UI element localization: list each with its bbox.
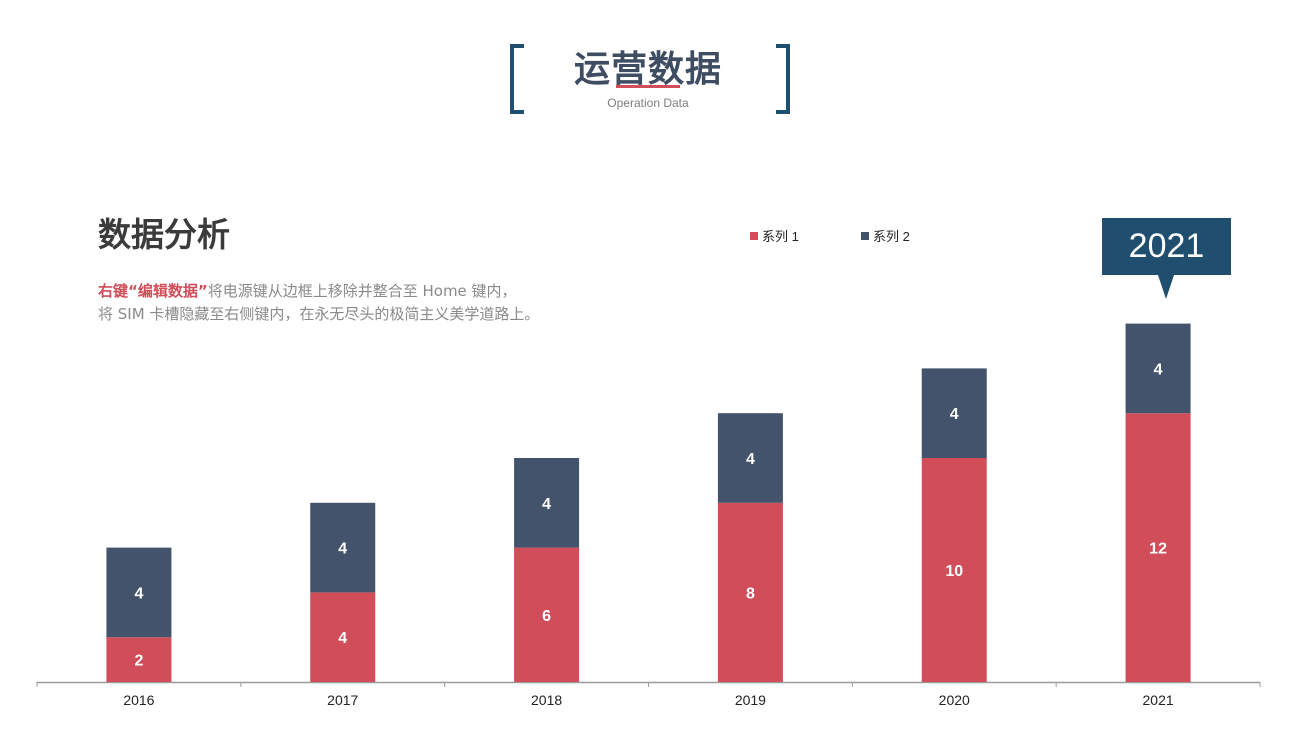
data-label-series-1-2020: 10	[945, 563, 963, 580]
x-tick-label-2018: 2018	[531, 692, 562, 708]
x-tick-label-2020: 2020	[939, 692, 970, 708]
x-tick-label-2021: 2021	[1143, 692, 1174, 708]
data-label-series-2-2020: 4	[950, 406, 959, 423]
x-tick-label-2017: 2017	[327, 692, 358, 708]
bar-series-2-2017	[310, 502, 376, 593]
callout-pointer	[1158, 275, 1174, 299]
bar-series-1-2020	[921, 458, 987, 682]
data-label-series-1-2021: 12	[1149, 541, 1167, 558]
right-bracket-decoration	[776, 44, 790, 114]
bar-series-2-2019	[717, 413, 783, 503]
section-description: 右键“编辑数据”将电源键从边框上移除并整合至 Home 键内， 将 SIM 卡槽…	[98, 280, 539, 326]
title-underline	[616, 85, 680, 88]
data-label-series-2-2017: 4	[338, 541, 347, 558]
bar-series-1-2016	[106, 637, 172, 682]
bar-series-2-2020	[921, 368, 987, 458]
legend-label-series-2: 系列 2	[873, 229, 910, 244]
data-label-series-1-2019: 8	[746, 585, 755, 602]
x-tick-label-2016: 2016	[123, 692, 154, 708]
legend-label-series-1: 系列 1	[762, 229, 799, 244]
data-label-series-2-2018: 4	[542, 496, 551, 513]
page-subtitle: Operation Data	[607, 96, 689, 110]
description-highlight: 右键“编辑数据”	[98, 282, 208, 300]
data-label-series-1-2017: 4	[338, 630, 347, 647]
bar-series-1-2019	[717, 502, 783, 682]
left-bracket-decoration	[510, 44, 524, 114]
legend-item-series-2: 系列 2	[861, 226, 910, 245]
year-callout: 2021	[1102, 218, 1231, 275]
bar-series-2-2021	[1125, 323, 1191, 414]
data-label-series-2-2019: 4	[746, 451, 755, 468]
x-tick-label-2019: 2019	[735, 692, 766, 708]
bar-series-2-2018	[514, 458, 580, 548]
data-label-series-2-2021: 4	[1154, 361, 1163, 378]
data-label-series-1-2016: 2	[134, 653, 143, 670]
section-heading: 数据分析	[98, 215, 230, 254]
legend-swatch-series-1	[750, 231, 758, 240]
description-line-2: 将 SIM 卡槽隐藏至右侧键内，在永无尽头的极简主义美学道路上。	[98, 305, 540, 323]
page-title: 运营数据	[573, 49, 722, 90]
bar-series-1-2018	[514, 547, 580, 682]
bar-series-1-2017	[310, 592, 376, 682]
bar-series-1-2021	[1125, 413, 1191, 682]
description-text: 将电源键从边框上移除并整合至 Home 键内，	[207, 282, 517, 300]
data-label-series-1-2018: 6	[542, 608, 551, 625]
bar-series-2-2016	[106, 547, 172, 638]
legend-item-series-1: 系列 1	[750, 226, 799, 245]
legend-swatch-series-2	[861, 231, 869, 240]
data-label-series-2-2016: 4	[134, 585, 143, 602]
